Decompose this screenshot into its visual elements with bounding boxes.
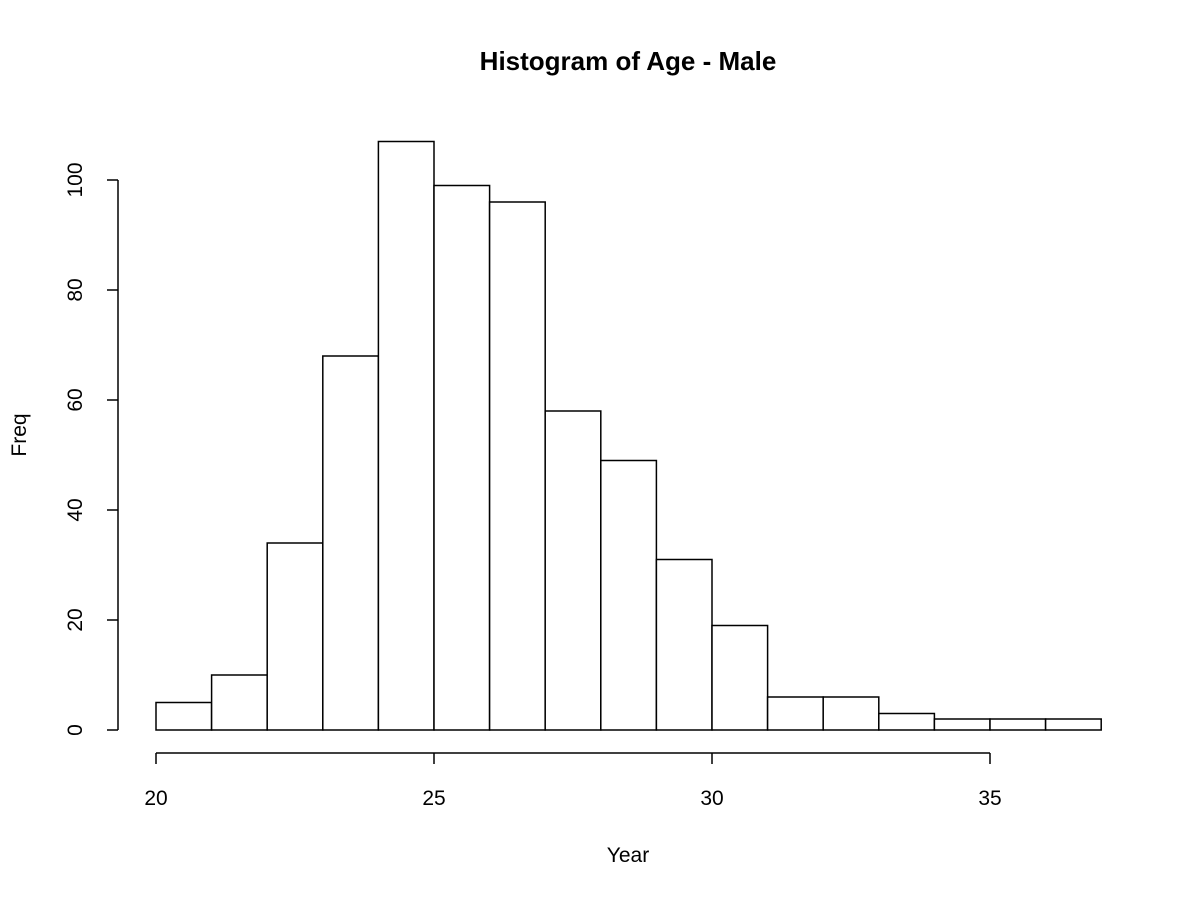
histogram-bar-9	[600, 459, 658, 731]
histogram-bar-12	[766, 696, 824, 731]
histogram-bar-13	[822, 696, 880, 731]
x-tick-label: 20	[144, 787, 167, 810]
histogram-bar-16	[989, 718, 1047, 731]
x-tick-label: 30	[700, 787, 723, 810]
y-tick-label: 80	[64, 278, 87, 301]
x-axis-label: Year	[607, 844, 649, 867]
y-tick-label: 40	[64, 498, 87, 521]
histogram-bar-1	[155, 701, 213, 731]
x-axis: 20 25 30 35	[144, 752, 1002, 810]
histogram-bar-2	[210, 674, 268, 731]
histogram-bar-14	[878, 712, 936, 731]
x-tick-label: 25	[422, 787, 445, 810]
histogram-bar-15	[933, 718, 991, 731]
histogram-bar-17	[1044, 718, 1102, 731]
histogram-bar-3	[266, 542, 324, 731]
histogram-bar-7	[488, 201, 546, 731]
histogram-bar-6	[433, 184, 491, 731]
histogram-bar-5	[377, 140, 435, 731]
y-tick-label: 100	[64, 162, 87, 197]
y-tick-label: 60	[64, 388, 87, 411]
y-axis: 0 20 40 60 80 100	[64, 162, 119, 736]
chart-title: Histogram of Age - Male	[480, 46, 777, 76]
y-axis-label: Freq	[8, 413, 31, 456]
x-tick-label: 35	[978, 787, 1001, 810]
histogram-bar-4	[322, 355, 380, 731]
histogram-bar-10	[655, 558, 713, 731]
histogram-bar-11	[711, 624, 769, 731]
bars-group	[155, 140, 1102, 731]
histogram-bar-8	[544, 410, 602, 731]
y-tick-label: 20	[64, 608, 87, 631]
y-tick-label: 0	[64, 724, 87, 736]
